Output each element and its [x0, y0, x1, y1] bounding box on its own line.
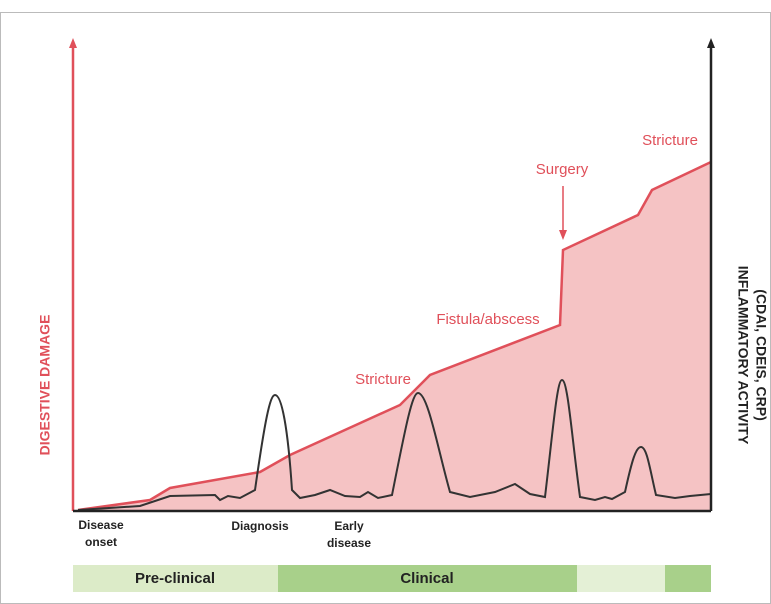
- annotation: Fistula/abscess: [436, 311, 539, 328]
- annotation: Stricture: [642, 132, 698, 149]
- right-axis-title: INFLAMMATORY ACTIVITY: [735, 266, 751, 445]
- annotation: Stricture: [355, 371, 411, 388]
- right-axis-subtitle: (CDAI, CDEIS, CRP): [753, 289, 769, 420]
- activity-curve: [77, 378, 712, 511]
- phase-bar: [278, 565, 577, 592]
- timeline-label: Diagnosis: [231, 519, 289, 533]
- right-arrow: [707, 38, 715, 48]
- phase-bar: [73, 565, 278, 592]
- damage-line: [77, 160, 712, 512]
- annotation: Surgery: [536, 161, 589, 178]
- damage-area: [78, 162, 711, 510]
- left-axis-title: DIGESTIVE DAMAGE: [37, 315, 53, 456]
- phase-label: Pre-clinical: [135, 570, 215, 587]
- phase-bar: [665, 565, 711, 592]
- phase-bar: [577, 565, 665, 592]
- surgery-arrowhead: [559, 230, 567, 240]
- left-arrow: [69, 38, 77, 48]
- timeline-label: onset: [85, 535, 117, 549]
- timeline-label: Early: [334, 519, 364, 533]
- timeline-label: disease: [327, 536, 371, 550]
- timeline-label: Disease: [78, 518, 124, 532]
- phase-label: Clinical: [400, 570, 453, 587]
